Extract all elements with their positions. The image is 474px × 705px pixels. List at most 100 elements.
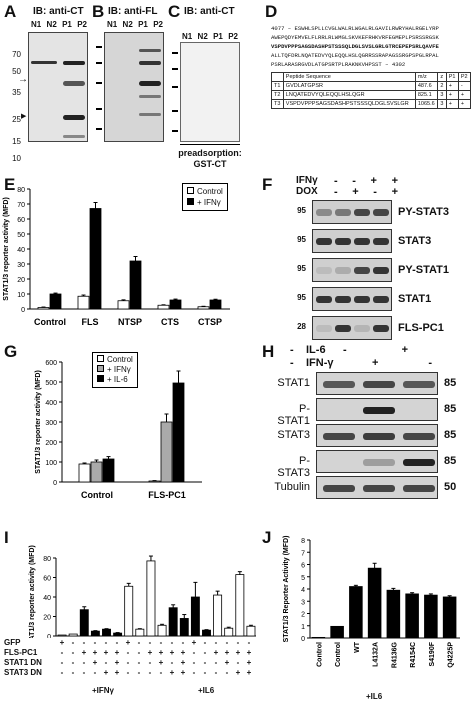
bar	[386, 589, 401, 639]
condition-row-label: STAT3 DN	[4, 668, 42, 677]
y-tick-label: 500	[45, 380, 57, 387]
legend-label: + IFNγ	[197, 198, 221, 207]
condition-sign: -	[170, 658, 174, 667]
condition-sign: +	[224, 648, 230, 657]
blot-strip	[316, 372, 438, 395]
condition-sign: -	[170, 638, 174, 647]
condition-sign: -	[104, 658, 108, 667]
lane-label: P1	[62, 20, 72, 29]
mw-marker: 35	[12, 88, 21, 97]
condition-sign: +	[213, 648, 219, 657]
condition-sign: +	[103, 648, 109, 657]
panel-label-i: I	[4, 528, 9, 547]
table-cell: 2	[437, 81, 447, 91]
blot-strip	[312, 258, 392, 282]
y-tick-label: 0	[301, 636, 305, 643]
panel-h-blots: STAT1 85 P-STAT1 85 STAT3 85 P-STAT3 85 Tubulin 5…	[270, 372, 474, 502]
x-tick-label: L4132A	[373, 642, 380, 667]
condition-group-label: +IFNγ	[92, 686, 115, 695]
sign: -	[428, 357, 432, 369]
treatment-signs: + -	[372, 357, 432, 369]
condition-sign: +	[224, 658, 230, 667]
table-row: T1 GVDLATGPSR 487.6 2 + -	[271, 81, 472, 91]
sign: -	[352, 175, 356, 187]
table-header-cell: P1	[445, 72, 459, 82]
protein-sequence: 4077 – ESWHLSPLLCVGLWALRLWGALRLGAVILRWRY…	[271, 24, 471, 69]
y-tick-label: 300	[45, 420, 57, 427]
bar	[102, 458, 115, 483]
y-tick-label: 20	[17, 277, 25, 284]
panel-j-group-label: +IL6	[366, 692, 383, 701]
condition-sign: +	[235, 648, 241, 657]
bar	[157, 624, 167, 637]
mw-marker: 95	[297, 264, 306, 273]
mw-marker: 95	[297, 206, 306, 215]
condition-sign: -	[71, 668, 75, 677]
panel-label-j: J	[262, 528, 272, 547]
condition-sign: -	[225, 638, 229, 647]
condition-sign: -	[93, 638, 97, 647]
mw-marker: 85	[444, 377, 457, 389]
condition-sign: -	[93, 668, 97, 677]
panel-label-f: F	[262, 175, 273, 194]
mw-marker: 50	[12, 67, 21, 76]
condition-sign: -	[159, 668, 163, 677]
lane-label: P2	[153, 20, 163, 29]
panel-e-legend: Control + IFNγ	[182, 183, 228, 211]
panel-b-title: IB: anti-FL	[108, 6, 158, 17]
bar	[78, 463, 91, 483]
table-cell: T1	[271, 81, 284, 91]
panel-i-condition-table: GFP + - - - - - + - - - - - + - - - - - FLS-PC1- - + + + + - - + + + +…	[0, 638, 262, 698]
y-tick-label: 0	[21, 307, 25, 314]
bar	[89, 208, 102, 310]
table-cell: 487.6	[414, 81, 439, 91]
condition-sign: -	[203, 658, 207, 667]
mw-marker: 85	[444, 403, 457, 415]
bar	[202, 629, 211, 637]
condition-sign: -	[148, 658, 152, 667]
x-tick-label: R4136G	[391, 641, 398, 668]
table-cell: +	[457, 90, 472, 100]
panel-e-chart: 0 10 20 30 40 50 60 70 80 STAT1/3 reporter activi…	[3, 187, 230, 327]
condition-sign: +	[246, 658, 252, 667]
blot-row-label: P-STAT1	[277, 403, 310, 427]
blot-strip	[316, 476, 438, 499]
bar	[90, 630, 100, 637]
x-tick-label: R4154C	[410, 642, 417, 668]
condition-sign: -	[82, 668, 86, 677]
bar	[172, 382, 185, 483]
table-cell: +	[445, 99, 459, 109]
y-tick-label: 1	[301, 624, 305, 631]
table-cell: 1065.6	[414, 99, 439, 109]
bar	[77, 295, 90, 310]
condition-sign: -	[126, 648, 130, 657]
table-cell: T2	[271, 90, 284, 100]
condition-sign: +	[114, 648, 120, 657]
lane-label: N2	[122, 20, 133, 29]
blot-strip	[312, 229, 392, 253]
condition-row-label: FLS-PC1	[4, 648, 38, 657]
condition-sign: -	[214, 668, 218, 677]
condition-sign: -	[192, 658, 196, 667]
condition-sign: -	[137, 668, 141, 677]
legend-label: Control	[197, 187, 223, 196]
condition-sign: +	[180, 668, 186, 677]
table-cell: 3	[437, 99, 447, 109]
panel-label-d: D	[265, 2, 278, 21]
condition-row-label: GFP	[4, 638, 21, 647]
panel-c-lanes: N1 N2 P1 P2	[182, 32, 238, 41]
legend-label: Control	[107, 355, 133, 364]
blot-row-label: PY-STAT1	[398, 264, 449, 276]
condition-sign: +	[59, 638, 65, 647]
lane-label: N1	[31, 20, 42, 29]
mw-marker: 25	[12, 115, 21, 124]
table-cell: LNQATEDVYQLEQQLHSLQGR	[282, 90, 416, 100]
condition-sign: +	[180, 658, 186, 667]
blot-row-label: PY-STAT3	[398, 206, 449, 218]
y-tick-label: 5	[301, 575, 305, 582]
x-tick-label: CTS	[161, 317, 179, 327]
table-cell: T3	[271, 99, 284, 109]
treatment-label: DOX	[296, 186, 318, 197]
table-header-cell: z	[437, 72, 447, 82]
table-cell: +	[445, 81, 459, 91]
